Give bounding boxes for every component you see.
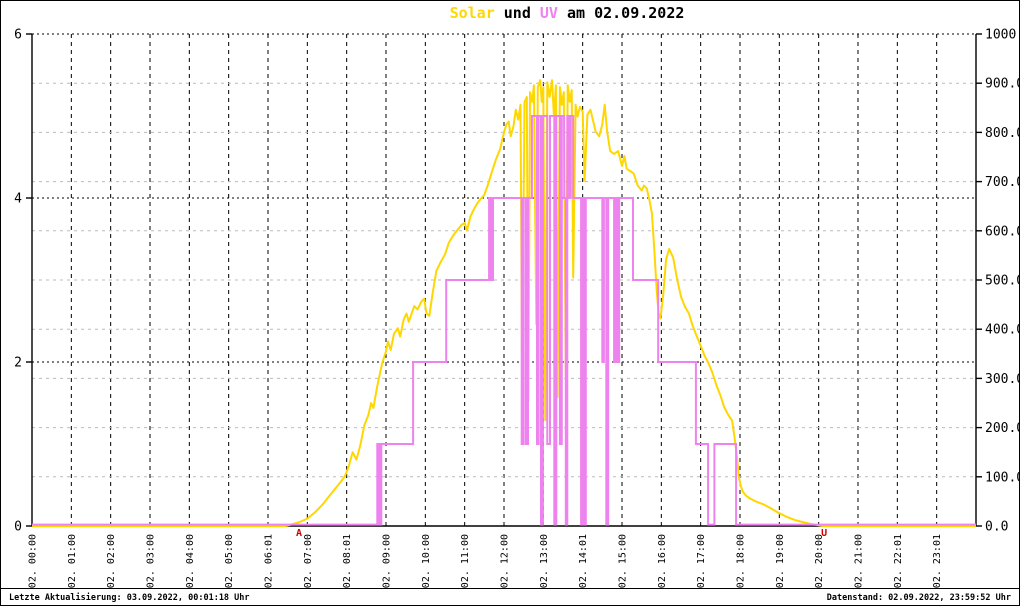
left-tick-label: 4	[14, 192, 22, 207]
sunrise-marker: A	[296, 528, 302, 539]
chart-title: Solar und UV am 02.09.2022	[450, 4, 685, 22]
x-tick-label: 02. 06:01	[264, 534, 275, 588]
footer-bar: Letzte Aktualisierung: 03.09.2022, 00:01…	[1, 588, 1019, 605]
title-solar-label: Solar	[449, 4, 495, 22]
solar-series-line	[32, 79, 976, 528]
title-date-text: am 02.09.2022	[557, 4, 685, 22]
x-tick-label: 02. 11:00	[460, 534, 471, 588]
x-tick-label: 02. 05:00	[224, 534, 235, 588]
x-tick-label: 02. 16:00	[657, 534, 668, 588]
x-tick-label: 02. 22:01	[893, 534, 904, 588]
x-tick-label: 02. 21:00	[854, 534, 865, 588]
x-tick-label: 02. 18:00	[736, 534, 747, 588]
x-tick-label: 02. 14:01	[578, 534, 589, 588]
x-tick-label: 02. 10:00	[421, 534, 432, 588]
sunset-marker: U	[821, 528, 827, 539]
uv-series-line	[32, 115, 976, 526]
x-tick-label: 02. 01:00	[67, 534, 78, 588]
x-tick-label: 02. 19:00	[775, 534, 786, 588]
x-tick-label: 02. 07:00	[303, 534, 314, 588]
title-und-text: und	[494, 4, 540, 22]
x-axis-labels: 02. 00:00 02. 01:00 02. 02:00 02. 03:00 02. …	[28, 534, 944, 588]
left-tick-label: 6	[14, 28, 22, 43]
right-tick-label: 500.0	[985, 274, 1020, 289]
x-tick-label: 02. 02:00	[106, 534, 117, 588]
title-uv-label: UV	[539, 4, 558, 22]
right-tick-label: 1000	[985, 28, 1016, 43]
x-tick-label: 02. 09:00	[382, 534, 393, 588]
x-tick-label: 02. 12:00	[500, 534, 511, 588]
x-tick-label: 02. 23:01	[932, 534, 943, 588]
right-tick-label: 0.0	[985, 520, 1008, 535]
left-tick-label: 0	[14, 520, 22, 535]
right-tick-label: 300.0	[985, 372, 1020, 387]
right-tick-label: 700.0	[985, 175, 1020, 190]
x-tick-label: 02. 03:00	[146, 534, 157, 588]
x-tick-label: 02. 20:00	[814, 534, 825, 588]
solar-uv-chart: 0 2 4 6 0.0 100.0 200.0 300.0 400.0 500.0 600.0 700…	[14, 28, 1020, 589]
right-tick-label: 600.0	[985, 224, 1020, 239]
x-tick-label: 02. 04:00	[185, 534, 196, 588]
right-tick-label: 400.0	[985, 323, 1020, 338]
x-tick-label: 02. 15:00	[618, 534, 629, 588]
right-tick-label: 900.0	[985, 77, 1020, 92]
left-tick-label: 2	[14, 356, 22, 371]
right-tick-label: 800.0	[985, 126, 1020, 141]
data-timestamp-text: Datenstand: 02.09.2022, 23:59:52 Uhr	[826, 593, 1011, 603]
x-tick-label: 02. 08:01	[342, 534, 353, 588]
gridlines	[32, 33, 976, 526]
x-tick-label: 02. 17:00	[696, 534, 707, 588]
right-tick-label: 200.0	[985, 421, 1020, 436]
last-update-text: Letzte Aktualisierung: 03.09.2022, 00:01…	[9, 593, 250, 603]
x-tick-label: 02. 00:00	[28, 534, 39, 588]
right-tick-label: 100.0	[985, 470, 1020, 485]
left-axis-labels: 0 2 4 6	[14, 28, 32, 535]
x-tick-label: 02. 13:00	[539, 534, 550, 588]
right-axis-labels: 0.0 100.0 200.0 300.0 400.0 500.0 600.0 700.0 80…	[976, 28, 1020, 535]
